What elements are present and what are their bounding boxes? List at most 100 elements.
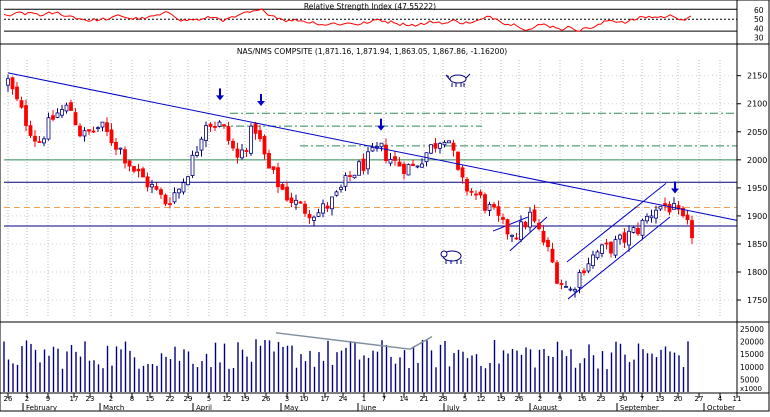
- date-tick-label: 21: [420, 395, 429, 403]
- candle-body: [330, 196, 334, 210]
- candle-body: [456, 151, 460, 170]
- candle-body: [541, 230, 546, 243]
- month-label: May: [284, 404, 298, 412]
- candle-body: [591, 254, 595, 266]
- candle-body: [55, 112, 60, 118]
- candle-body: [469, 190, 474, 193]
- candle-body: [528, 211, 532, 228]
- mini-channel-upper-line: [492, 216, 529, 232]
- date-tick-label: 27: [695, 395, 704, 403]
- date-tick-label: 2: [109, 395, 113, 403]
- candle-body: [163, 194, 168, 205]
- candle-body: [348, 175, 352, 177]
- date-tick-label: 26: [4, 395, 13, 403]
- candle-body: [532, 209, 537, 222]
- candle-body: [91, 130, 96, 133]
- candle-body: [37, 141, 42, 143]
- date-tick-label: 3: [285, 395, 289, 403]
- volume-tick-label: 10000: [740, 363, 764, 372]
- candle-body: [658, 205, 663, 210]
- month-label: June: [360, 404, 376, 412]
- mini-channel-lower-line: [509, 216, 548, 252]
- date-tick-label: 9: [46, 395, 50, 403]
- volume-tick-label: 20000: [740, 338, 764, 347]
- candle-body: [226, 126, 231, 141]
- candle-body: [235, 148, 240, 158]
- chart-title: NAS/NMS COMPSITE (1,871.16, 1,871.94, 1,…: [237, 47, 507, 56]
- candle-body: [442, 141, 447, 146]
- date-tick-label: 2: [538, 395, 542, 403]
- candle-body: [127, 160, 132, 167]
- candle-body: [168, 203, 172, 206]
- price-tick-label: 2000: [747, 156, 767, 165]
- volume-tick-label: 5000: [740, 375, 759, 384]
- candle-body: [105, 122, 109, 132]
- candle-body: [316, 212, 321, 217]
- candle-body: [402, 163, 406, 174]
- candle-body: [618, 234, 622, 240]
- candle-body: [573, 289, 577, 292]
- candle-body: [546, 239, 550, 248]
- candle-body: [15, 86, 19, 100]
- candle-body: [604, 242, 609, 245]
- candle-body: [451, 142, 456, 151]
- candle-body: [289, 197, 294, 203]
- candle-body: [199, 138, 204, 151]
- date-tick-label: 19: [497, 395, 506, 403]
- month-label: July: [446, 404, 460, 412]
- rsi-tick-label: 40: [754, 24, 764, 33]
- candle-body: [496, 206, 501, 216]
- down-arrow-icon: [377, 118, 385, 131]
- trendline: [7, 72, 738, 221]
- candle-body: [379, 142, 384, 148]
- candle-body: [690, 220, 694, 239]
- candle-body: [519, 221, 523, 241]
- candle-body: [159, 189, 163, 195]
- channel-lower-line: [567, 216, 671, 300]
- month-label: April: [196, 404, 212, 412]
- date-tick-label: 17: [321, 395, 330, 403]
- candle-body: [253, 123, 258, 134]
- candle-body: [429, 144, 433, 154]
- candle-body: [447, 140, 451, 144]
- candle-body: [303, 203, 307, 214]
- date-tick-label: 1: [362, 395, 366, 403]
- candle-body: [240, 149, 244, 159]
- date-tick-label: 5: [463, 395, 467, 403]
- candle-body: [141, 168, 145, 178]
- rsi-tick-label: 30: [754, 33, 764, 42]
- date-tick-label: 29: [184, 395, 193, 403]
- candle-body: [505, 219, 510, 235]
- candle-body: [640, 219, 645, 236]
- candle-body: [172, 192, 177, 203]
- candle-body: [514, 237, 519, 240]
- candle-body: [388, 158, 393, 164]
- date-tick-label: 12: [477, 395, 486, 403]
- date-tick-label: 14: [400, 395, 409, 403]
- grid-lines: [4, 60, 738, 318]
- candle-body: [73, 112, 78, 126]
- candle-body: [366, 151, 370, 170]
- date-tick-label: 26: [515, 395, 524, 403]
- candle-body: [208, 123, 213, 127]
- candle-body: [64, 104, 69, 112]
- volume-trend-line: [409, 335, 433, 350]
- candle-body: [685, 214, 690, 221]
- candle-body: [109, 129, 114, 144]
- date-tick-label: 12: [223, 395, 232, 403]
- date-tick-label: 2: [25, 395, 29, 403]
- month-label: August: [533, 404, 558, 412]
- month-label: September: [620, 404, 659, 412]
- candle-body: [672, 203, 676, 210]
- candle-body: [100, 121, 105, 128]
- candle-body: [523, 221, 528, 228]
- date-tick-label: 16: [578, 395, 587, 403]
- candle-body: [280, 184, 285, 190]
- month-label: October: [707, 404, 735, 412]
- candle-body: [123, 149, 127, 164]
- candle-body: [564, 285, 568, 288]
- candle-body: [343, 175, 348, 187]
